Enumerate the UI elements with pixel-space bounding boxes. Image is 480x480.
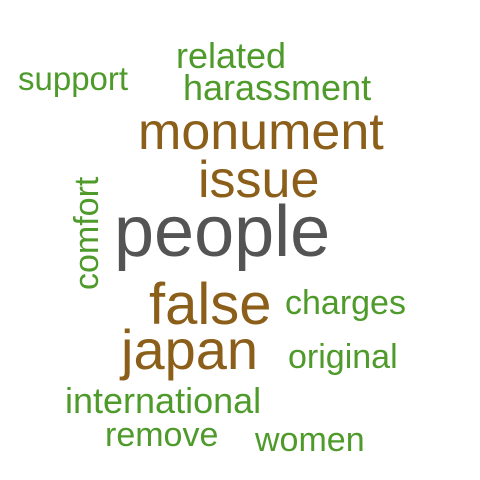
word-related: related [176,35,287,76]
word-false: false [149,272,272,337]
word-people: people [114,192,331,272]
word-women: women [255,421,365,459]
word-support: support [18,60,129,97]
word-charges: charges [285,284,406,322]
word-harassment: harassment [183,67,372,108]
word-original: original [288,338,398,376]
word-japan: japan [121,318,259,381]
word-issue: issue [198,151,320,209]
word-international: international [65,380,262,421]
word-monument: monument [138,103,384,161]
word-comfort: comfort [68,176,106,290]
word-remove: remove [105,416,219,454]
